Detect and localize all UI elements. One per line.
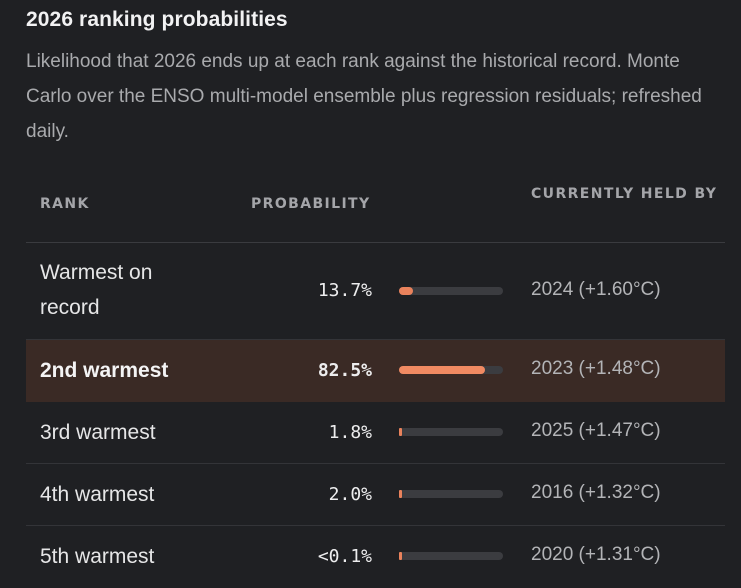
probability-bar-fill [399,490,402,498]
held-by-value: 2023 (+1.48°C) [531,358,661,379]
panel-title: 2026 ranking probabilities [26,8,288,31]
probability-bar [399,366,503,374]
probability-value: 82.5% [317,360,372,381]
table-row: 4th warmest 2.0% 2016 (+1.32°C) [26,464,725,526]
probability-bar [399,428,503,436]
held-by-value: 2016 (+1.32°C) [531,482,661,503]
held-by-value: 2025 (+1.47°C) [531,420,661,441]
table-row-highlighted: 2nd warmest 82.5% 2023 (+1.48°C) [26,340,725,402]
column-header-probability: PROBABILITY [251,196,371,212]
probability-value: 1.8% [328,422,372,443]
probability-bar-fill [399,366,485,374]
probability-bar [399,552,503,560]
probability-bar-fill [399,552,402,560]
panel-description: Likelihood that 2026 ends up at each ran… [26,51,702,142]
probability-bar [399,490,503,498]
rank-label: 4th warmest [40,483,155,506]
column-header-rank: RANK [40,196,90,212]
held-by-value: 2024 (+1.60°C) [531,279,661,300]
probability-bar-fill [399,287,413,295]
table-row: Warmest on record 13.7% 2024 (+1.60°C) [26,243,725,340]
probability-value: 13.7% [317,280,372,301]
held-by-value: 2020 (+1.31°C) [531,544,661,565]
rank-label: Warmest on record [40,261,153,319]
probability-bar-fill [399,428,402,436]
column-header-held-by: CURRENTLY HELD BY [531,186,718,202]
rank-label: 2nd warmest [40,359,169,382]
ranking-table: RANK PROBABILITY CURRENTLY HELD BY Warme… [26,170,725,588]
table-row: 5th warmest <0.1% 2020 (+1.31°C) [26,526,725,588]
probability-value: <0.1% [317,546,372,567]
rank-label: 5th warmest [40,545,155,568]
table-header: RANK PROBABILITY CURRENTLY HELD BY [26,170,725,243]
rank-label: 3rd warmest [40,421,156,444]
table-row: 3rd warmest 1.8% 2025 (+1.47°C) [26,402,725,464]
probability-value: 2.0% [328,484,372,505]
probability-bar [399,287,503,295]
